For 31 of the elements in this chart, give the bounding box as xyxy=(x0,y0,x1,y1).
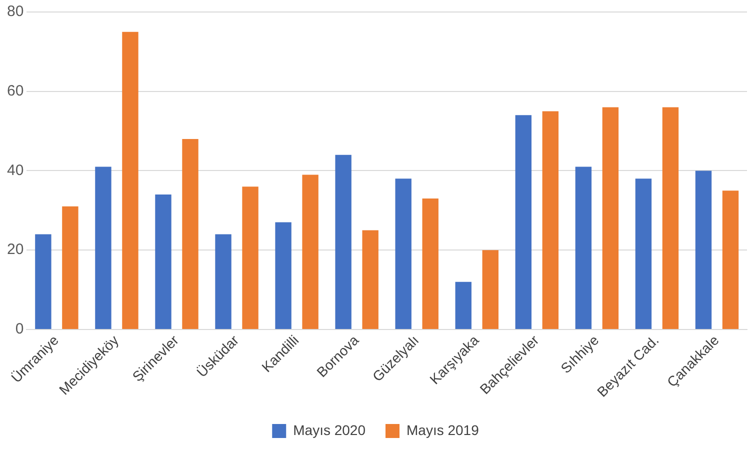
bar xyxy=(515,115,532,329)
bar xyxy=(215,234,232,329)
y-tick-label: 20 xyxy=(6,241,24,258)
bar xyxy=(242,186,258,329)
legend-label: Mayıs 2019 xyxy=(406,422,480,438)
bar xyxy=(122,32,138,329)
bar xyxy=(62,206,78,329)
bar xyxy=(302,174,318,329)
bar xyxy=(362,230,378,329)
bar xyxy=(155,194,172,329)
legend-label: Mayıs 2020 xyxy=(293,422,366,438)
bar xyxy=(695,170,712,329)
bar xyxy=(455,282,472,329)
y-tick-label: 0 xyxy=(15,320,24,338)
bar xyxy=(635,178,652,329)
bar xyxy=(482,250,498,329)
bar xyxy=(722,190,739,329)
bar xyxy=(35,234,52,329)
bar xyxy=(335,154,352,329)
bar xyxy=(542,111,559,329)
bar xyxy=(602,107,619,329)
bar xyxy=(662,107,679,329)
bar xyxy=(95,166,112,329)
y-tick-label: 40 xyxy=(6,162,24,179)
y-tick-label: 60 xyxy=(6,82,24,100)
bar xyxy=(395,178,412,329)
bar xyxy=(182,138,198,329)
y-tick-label: 80 xyxy=(6,3,24,20)
bar xyxy=(575,166,592,329)
bar xyxy=(275,222,292,329)
bar xyxy=(422,198,438,329)
